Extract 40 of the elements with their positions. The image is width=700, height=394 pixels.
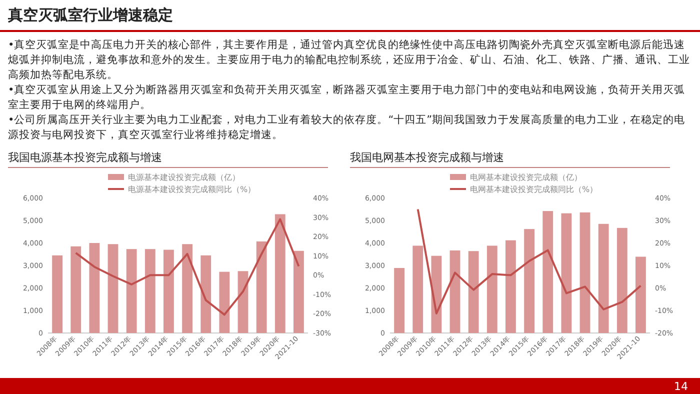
bar bbox=[636, 256, 646, 333]
bar bbox=[561, 213, 572, 333]
bar bbox=[144, 249, 156, 333]
bar bbox=[238, 271, 248, 333]
line-series bbox=[74, 218, 300, 316]
bar bbox=[542, 211, 554, 333]
bar bbox=[52, 255, 62, 333]
text: 真空灭弧室行业增速稳定 bbox=[8, 6, 173, 25]
bar bbox=[616, 228, 628, 333]
bar bbox=[450, 250, 460, 333]
text: 14 bbox=[674, 380, 688, 393]
bar bbox=[182, 244, 192, 333]
bar bbox=[294, 250, 304, 333]
text: •公司所属高压开关行业主要为电力工业配套，对电力工业有着较大的依存度。“十四五”期间我国致力于发展高质量的电力工业，在稳定的电源投资与电网投资下，真空灭弧室行业将维持稳定增速。 bbox=[8, 113, 686, 143]
bar bbox=[89, 243, 100, 333]
bar bbox=[164, 250, 174, 333]
chart-title: 我国电源基本投资完成额与增速 bbox=[8, 150, 328, 168]
text: •真空灭弧室是中高压电力开关的核心部件，其主要作用是，通过管内真空优良的绝缘性使中高压电路切陶瓷外壳真空灭弧室断电源后能迅速熄弧并抑制电流，避免事故和意外的发生。主要应用于电力的输配电控制系统，还应用于冶金、矿山、石油、化工、铁路、广播、通讯、工业高频加热等配电系统。 bbox=[8, 38, 691, 83]
bar bbox=[394, 268, 404, 333]
bar bbox=[126, 249, 137, 333]
bar bbox=[108, 244, 118, 333]
bar bbox=[200, 255, 212, 333]
bar bbox=[580, 212, 590, 333]
legend-label: 电源基本建设投资完成额（亿） bbox=[128, 173, 240, 182]
bar bbox=[524, 229, 534, 333]
bar bbox=[274, 214, 286, 333]
legend-label: 电网基本建设投资完成额同比（%） bbox=[470, 185, 598, 194]
chart-title: 我国电网基本投资完成额与增速 bbox=[350, 150, 670, 168]
legend-label: 电源基本建设投资完成额同比（%） bbox=[128, 185, 256, 194]
bar bbox=[506, 240, 516, 333]
bar bbox=[412, 246, 424, 333]
bar bbox=[468, 251, 479, 333]
bar bbox=[70, 246, 82, 333]
legend-label: 电网基本建设投资完成额（亿） bbox=[470, 173, 582, 182]
bar bbox=[598, 224, 609, 333]
bar bbox=[219, 272, 230, 333]
text: •真空灭弧室从用途上又分为断路器用灭弧室和负荷开关用灭弧室，断路器灭弧室主要用于电力部门中的变电站和电网设施，负荷开关用灭弧室主要用于电网的终端用户。 bbox=[8, 83, 686, 113]
bar bbox=[256, 241, 267, 333]
line-series bbox=[416, 208, 642, 314]
bar bbox=[486, 246, 498, 333]
